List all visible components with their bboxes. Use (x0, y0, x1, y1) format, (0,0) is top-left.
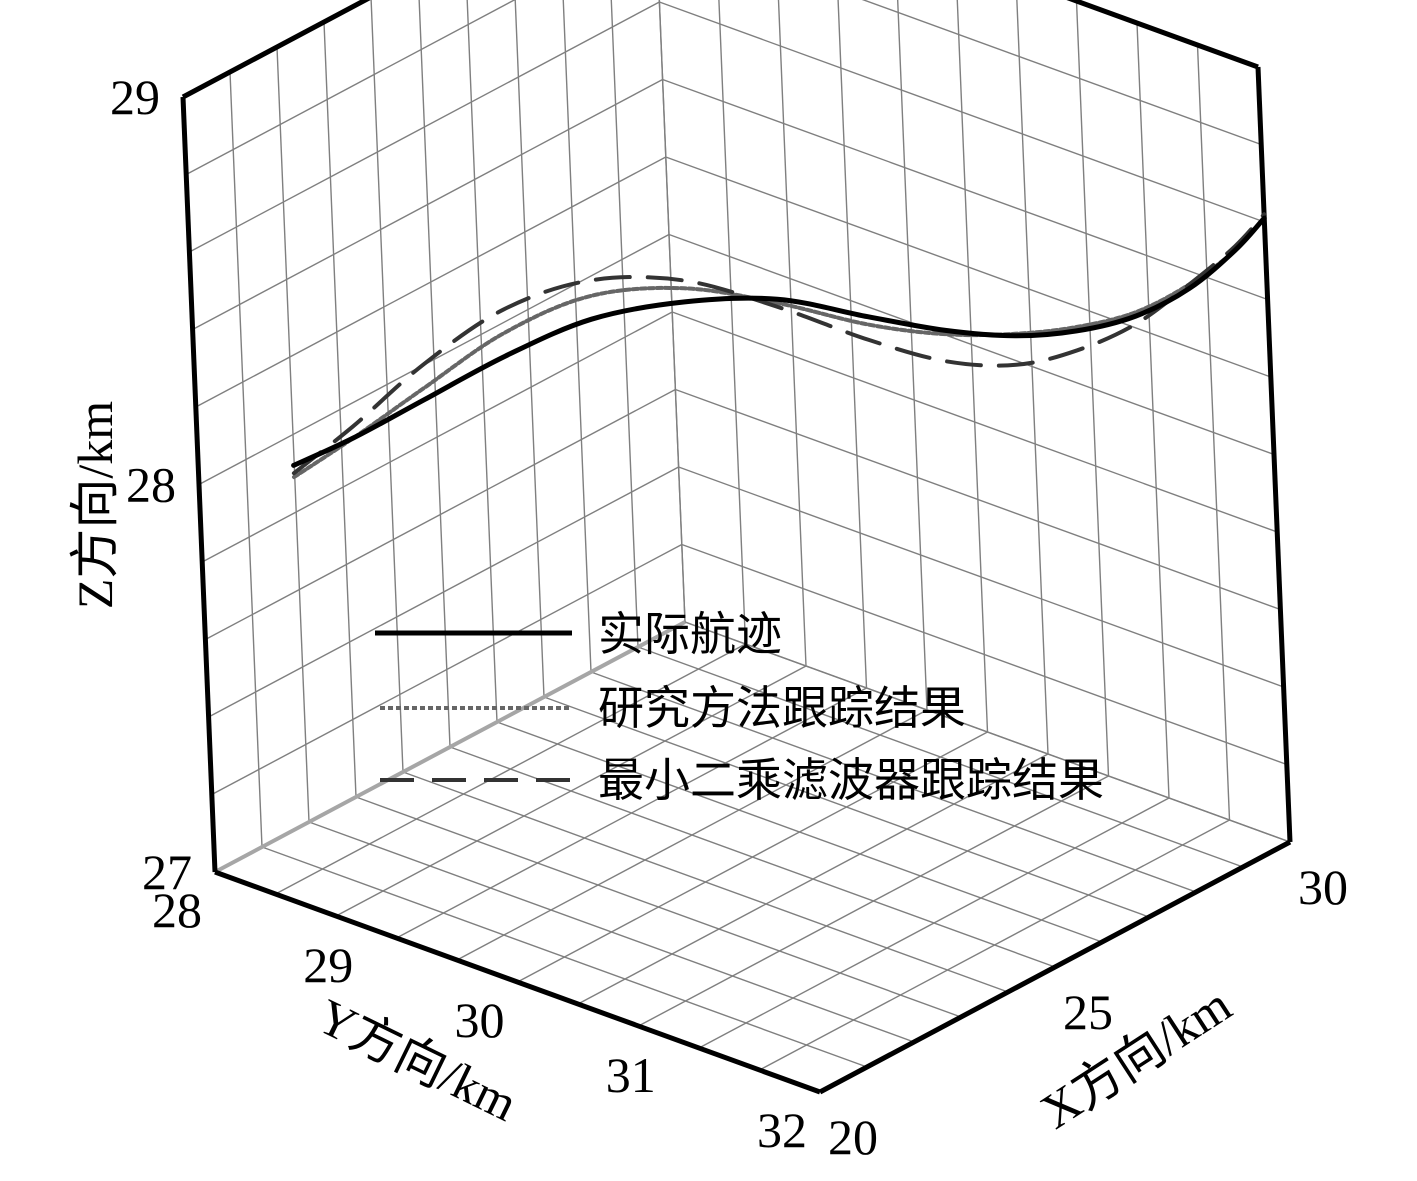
grid-line (718, 0, 747, 645)
grid-line (665, 156, 1272, 378)
z-axis-title: Z方向/km (67, 401, 123, 609)
top-left-edge (181, 0, 371, 100)
x-axis-line (818, 839, 1292, 1095)
grid-line (201, 311, 673, 563)
legend-label-least-squares: 最小二乘滤波器跟踪结果 (598, 753, 1104, 807)
grid-line (402, 771, 1009, 993)
grid-line (861, 0, 1262, 146)
grid-line (198, 233, 670, 486)
x-tick-label: 20 (828, 1109, 878, 1165)
grid-line (543, 696, 1150, 918)
grid-line (675, 388, 1281, 611)
y-tick-label: 28 (152, 882, 202, 938)
grid-line (192, 78, 663, 331)
grid-line (668, 233, 1275, 456)
right-vertical-edge (1255, 66, 1293, 843)
z-tick-label: 27 (142, 844, 192, 900)
grid-line (185, 0, 516, 176)
grid-line (659, 1, 1265, 223)
grid-line (195, 156, 667, 408)
z-tick-label: 29 (110, 69, 160, 125)
floor-back-edge (214, 620, 686, 874)
z-axis-line (180, 96, 218, 873)
y-tick-label: 29 (303, 937, 353, 993)
grid-line (658, 0, 686, 623)
x-tick-label: 25 (1063, 984, 1113, 1040)
y-tick-label: 30 (455, 992, 505, 1048)
legend-label-proposed: 研究方法跟踪结果 (598, 681, 966, 735)
grid-line (205, 388, 676, 641)
y-axis-line (214, 869, 821, 1095)
legend: 实际航迹 研究方法跟踪结果 最小二乘滤波器跟踪结果 (375, 607, 1104, 807)
top-right-edge (1066, 0, 1259, 70)
grid-line (590, 671, 1197, 893)
grid-line (1016, 0, 1049, 755)
series-lines (291, 212, 1267, 480)
grid-line (496, 721, 1103, 943)
series-line-proposed (292, 216, 1267, 480)
grid-line (678, 466, 1284, 688)
grid-line (684, 621, 1291, 843)
grid-line (261, 846, 868, 1068)
series-line-least-squares (291, 212, 1267, 476)
grid-line (610, 0, 639, 648)
grid-line (662, 78, 1268, 301)
grid-line (182, 0, 367, 98)
axis-box (180, 0, 1293, 1095)
series-line-actual (291, 215, 1267, 468)
grid-line (308, 821, 915, 1043)
grid-line (837, 0, 868, 689)
grid-line (681, 543, 1288, 766)
grid-line (208, 466, 679, 718)
legend-label-actual: 实际航迹 (598, 607, 782, 661)
grid-line (449, 746, 1056, 968)
grid-line (658, 0, 686, 623)
y-tick-label: 31 (606, 1047, 656, 1103)
y-tick-label: 32 (757, 1102, 807, 1158)
grid-line (355, 796, 962, 1018)
grid-lines (182, 0, 1291, 1093)
grid-line (189, 1, 660, 253)
z-tick-label: 28 (126, 457, 176, 513)
grid-line (671, 311, 1278, 533)
grid-line (637, 646, 1244, 868)
grid-line (777, 0, 807, 667)
grid-line (562, 0, 592, 673)
grid-line (211, 543, 683, 796)
x-tick-label: 30 (1298, 859, 1348, 915)
